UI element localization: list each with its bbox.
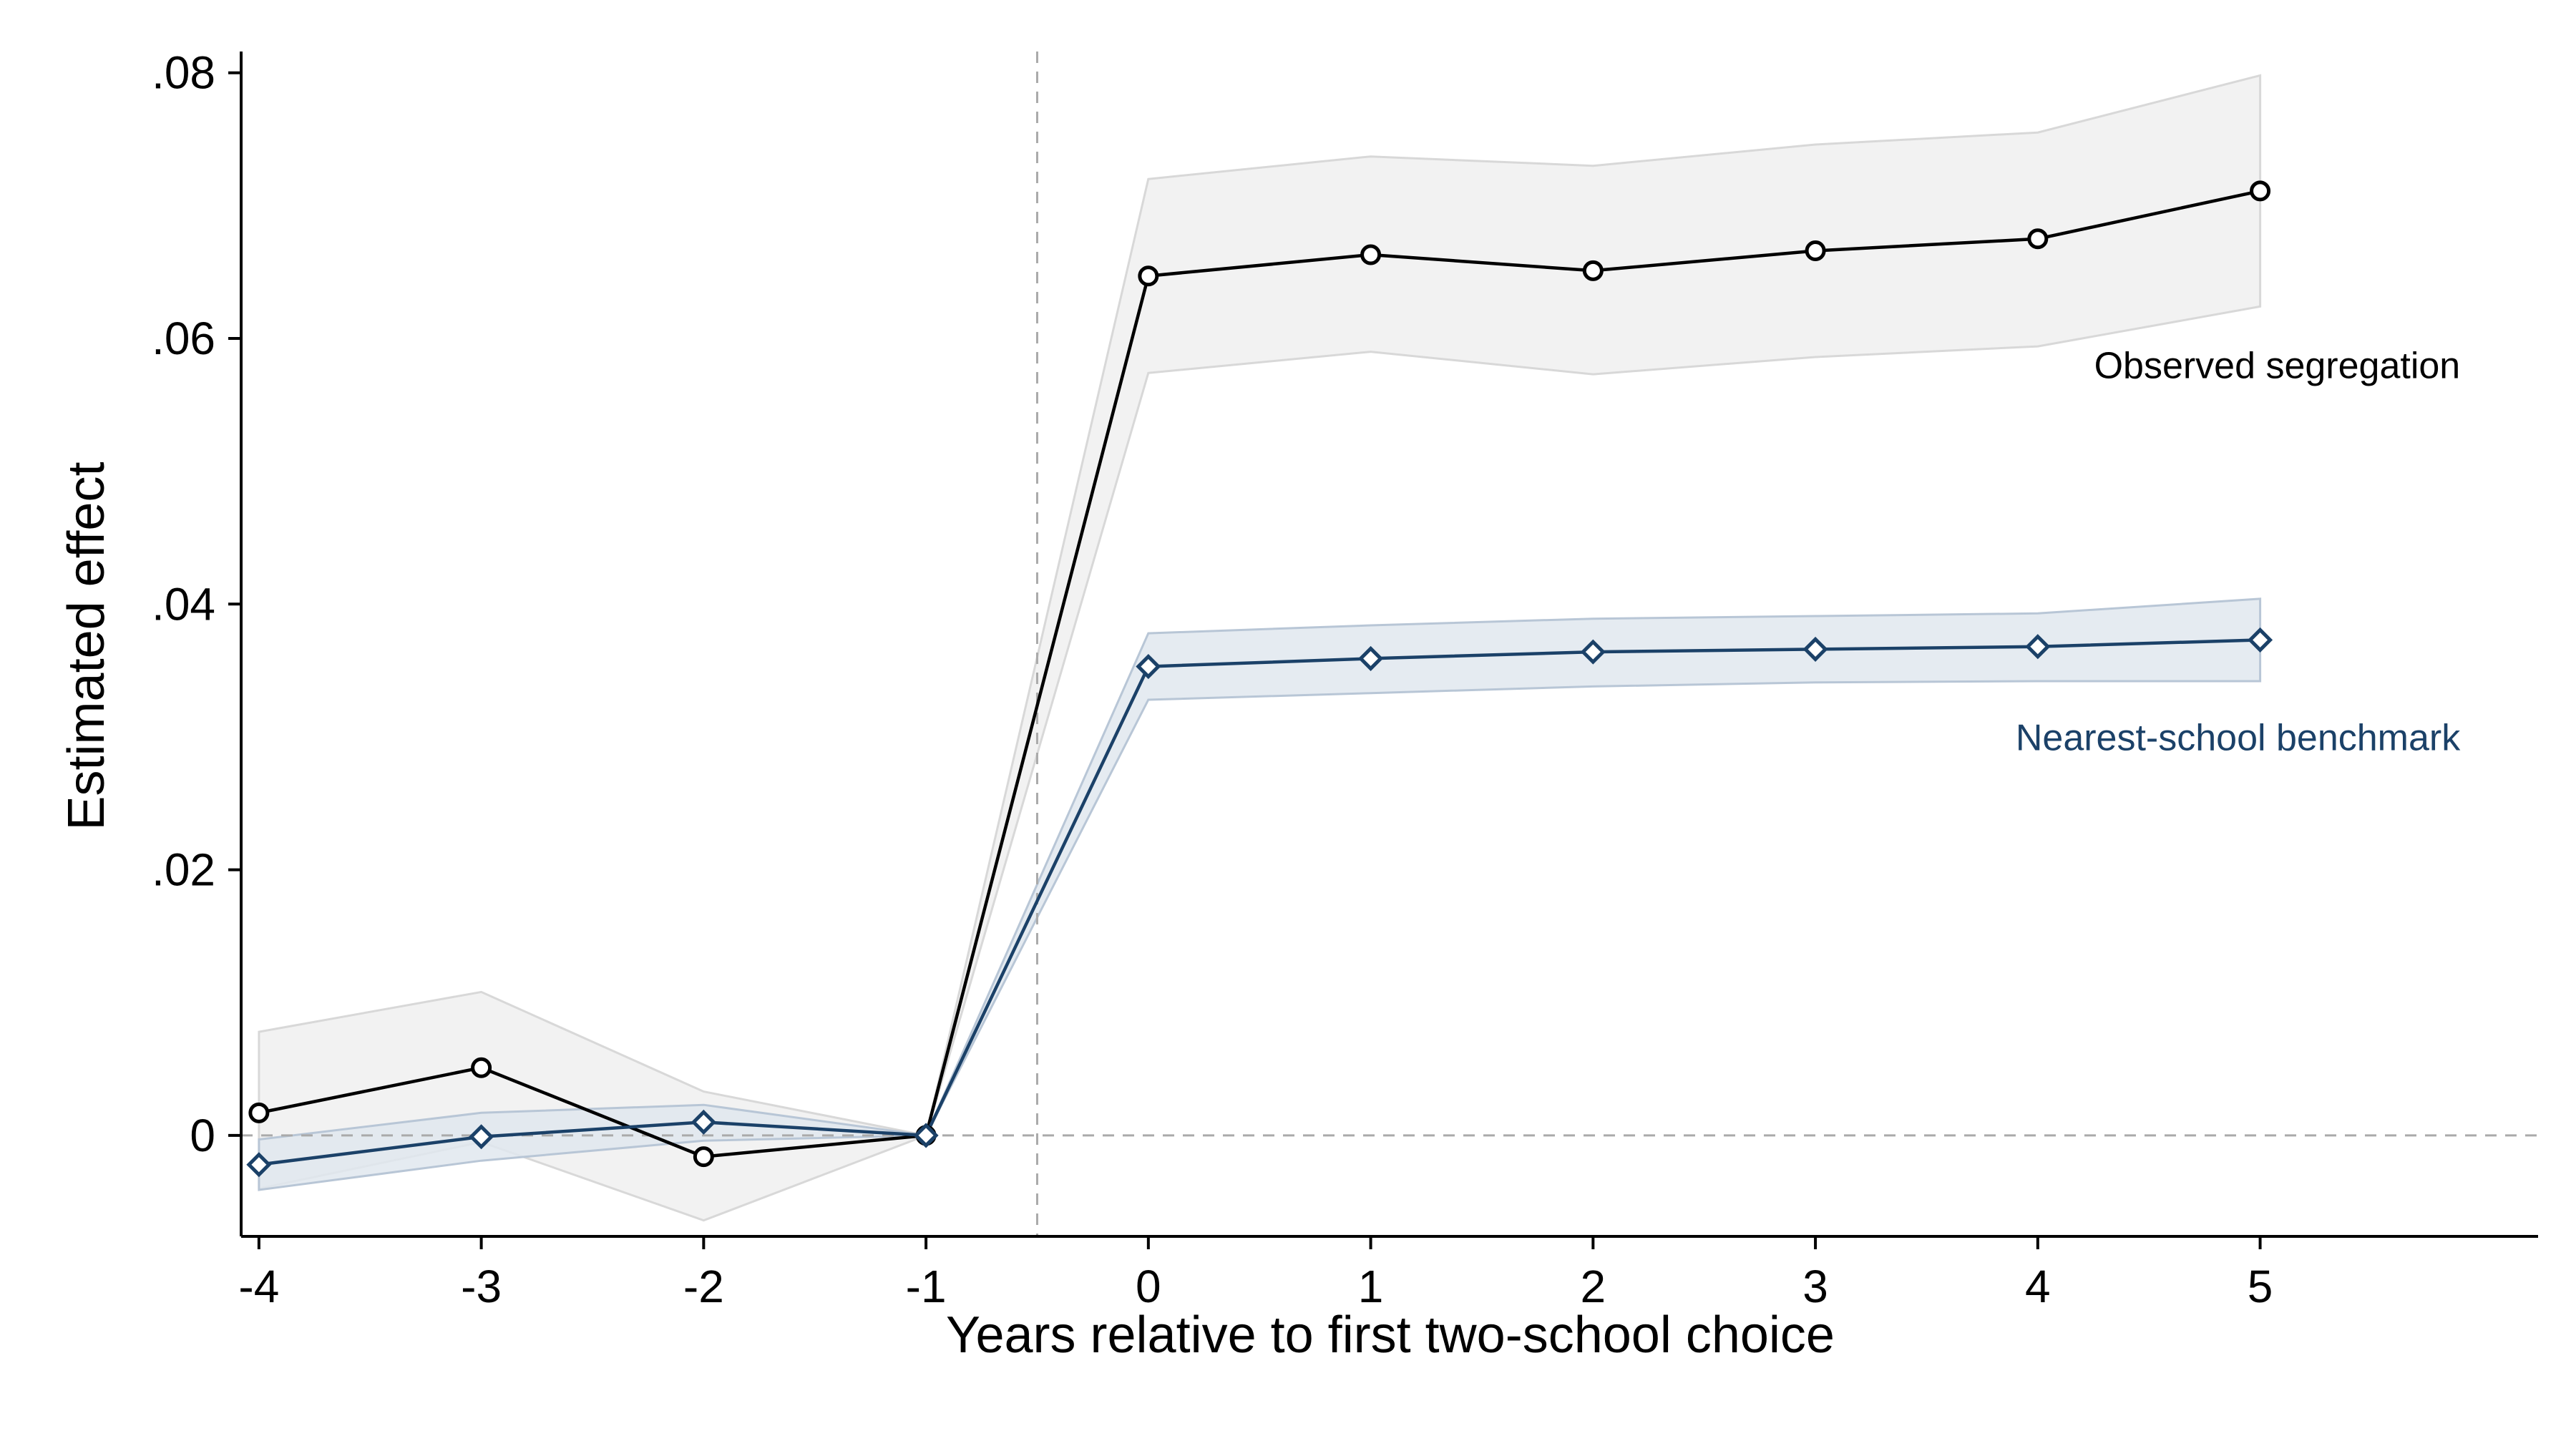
x-tick-label: 0 [1136, 1261, 1161, 1312]
x-tick-label: 3 [1802, 1261, 1828, 1312]
data-point-observed [471, 1057, 492, 1078]
data-point-benchmark [1136, 654, 1161, 680]
confidence-bands [258, 74, 2262, 1222]
data-point-benchmark [913, 1123, 939, 1148]
data-point-observed [2250, 180, 2271, 202]
series-labels: Observed segregation Nearest-school bench… [2016, 346, 2461, 759]
series-line-observed [258, 189, 2261, 1158]
series-label-benchmark: Nearest-school benchmark [2016, 718, 2461, 759]
y-tick-label: .02 [152, 844, 215, 896]
data-point-observed [2027, 228, 2049, 250]
data-point-benchmark [2025, 634, 2051, 660]
x-tick-label: -3 [461, 1261, 502, 1312]
data-point-benchmark [691, 1109, 716, 1135]
ci-band-benchmark [258, 597, 2262, 1191]
axes: 0 .02 .04 .06 .08 -4 -3 -2 -1 0 1 2 3 4 5 [152, 47, 2538, 1312]
x-tick-label: -1 [906, 1261, 947, 1312]
data-point-benchmark [246, 1152, 272, 1178]
series-label-observed: Observed segregation [2094, 346, 2461, 387]
data-point-observed [1360, 244, 1382, 265]
x-axis-title: Years relative to first two-school choic… [946, 1307, 1835, 1364]
y-tick-label: 0 [190, 1110, 215, 1161]
x-tick-label: -4 [238, 1261, 279, 1312]
data-point-benchmark [469, 1124, 494, 1150]
reference-lines [241, 52, 2538, 1236]
x-tick-label: -2 [683, 1261, 724, 1312]
data-point-observed [693, 1146, 714, 1168]
data-point-benchmark [1580, 639, 1606, 665]
x-tick-label: 1 [1358, 1261, 1384, 1312]
data-point-observed [248, 1102, 270, 1123]
data-point-benchmark [1358, 645, 1384, 671]
x-tick-label: 5 [2248, 1261, 2273, 1312]
data-point-benchmark [1802, 636, 1828, 662]
data-point-observed [1582, 260, 1604, 281]
y-tick-label: .04 [152, 578, 215, 630]
series-lines [258, 189, 2261, 1166]
x-tick-label: 2 [1581, 1261, 1606, 1312]
series-line-benchmark [258, 638, 2260, 1166]
x-tick-label: 4 [2025, 1261, 2051, 1312]
series-markers [246, 180, 2273, 1178]
y-tick-label: .08 [152, 47, 215, 99]
ci-band-observed [258, 74, 2262, 1222]
data-point-observed [1805, 240, 1826, 261]
data-point-benchmark [2248, 627, 2273, 653]
data-point-observed [1138, 265, 1159, 287]
y-axis-title: Estimated effect [58, 462, 115, 831]
y-tick-label: .06 [152, 313, 215, 364]
